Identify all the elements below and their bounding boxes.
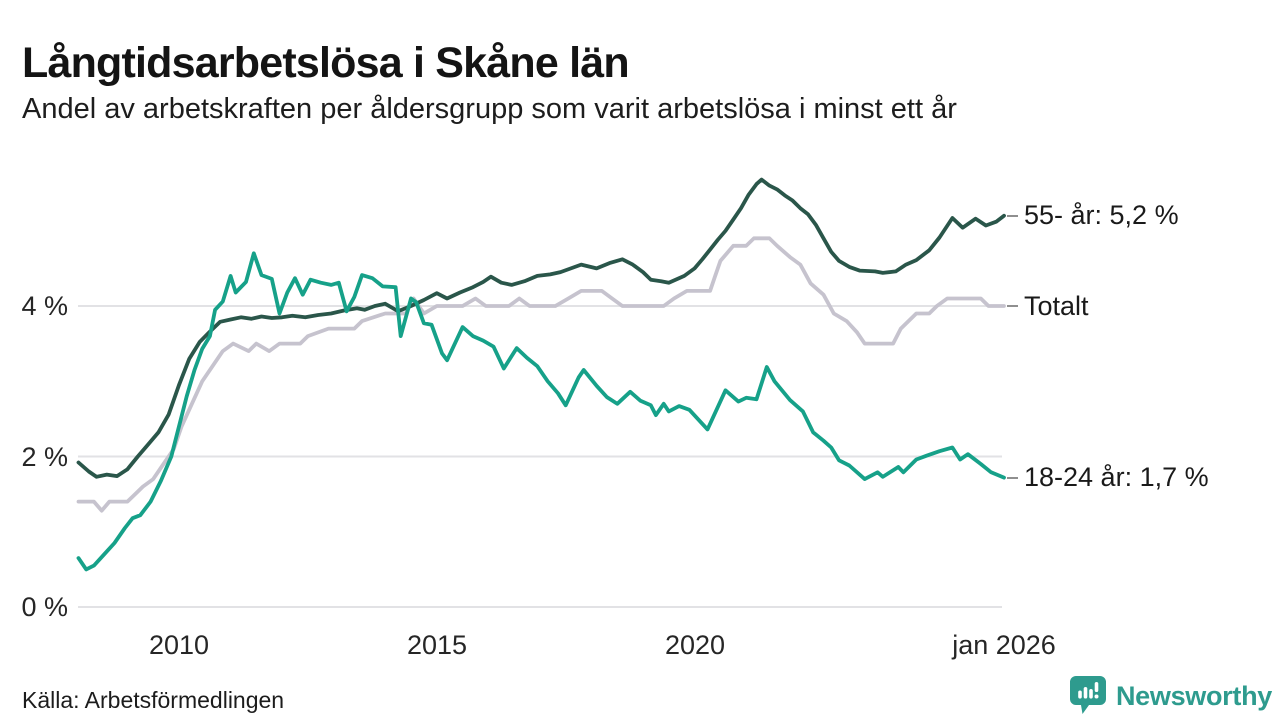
newsworthy-logo: Newsworthy bbox=[1069, 675, 1272, 717]
chart-subtitle: Andel av arbetskraften per åldersgrupp s… bbox=[22, 93, 957, 125]
chart-title: Långtidsarbetslösa i Skåne län bbox=[22, 38, 630, 87]
series-line-55 bbox=[76, 177, 1006, 479]
label-tick-dash bbox=[1007, 214, 1018, 217]
x-tick-label: 2015 bbox=[406, 630, 468, 660]
series-line-18-24 bbox=[76, 251, 1006, 572]
series-label-text: 18-24 år: 1,7 % bbox=[1024, 462, 1209, 493]
series-label-text: 55- år: 5,2 % bbox=[1024, 200, 1179, 231]
label-tick-dash bbox=[1007, 305, 1018, 307]
series-lines bbox=[76, 177, 1006, 572]
y-tick-label: 0 % bbox=[21, 592, 68, 622]
label-tick-dash bbox=[1007, 476, 1018, 479]
source-note: Källa: Arbetsförmedlingen bbox=[22, 687, 285, 713]
x-tick-label: 2010 bbox=[148, 630, 210, 660]
series-label-55: 55- år: 5,2 % bbox=[1007, 198, 1179, 234]
series-label-text: Totalt bbox=[1024, 290, 1089, 321]
x-tick-label: jan 2026 bbox=[952, 630, 1056, 660]
y-tick-label: 2 % bbox=[21, 441, 68, 472]
newsworthy-bubble-chart-icon bbox=[1069, 676, 1106, 714]
gridlines bbox=[78, 305, 1002, 608]
x-tick-label: 2020 bbox=[664, 630, 726, 660]
series-line-totalt bbox=[76, 236, 1006, 513]
series-label-18-24: 18-24 år: 1,7 % bbox=[1007, 460, 1209, 496]
series-label-totalt: Totalt bbox=[1007, 288, 1089, 324]
y-tick-label: 4 % bbox=[21, 291, 68, 321]
newsworthy-wordmark: Newsworthy bbox=[1115, 680, 1272, 711]
